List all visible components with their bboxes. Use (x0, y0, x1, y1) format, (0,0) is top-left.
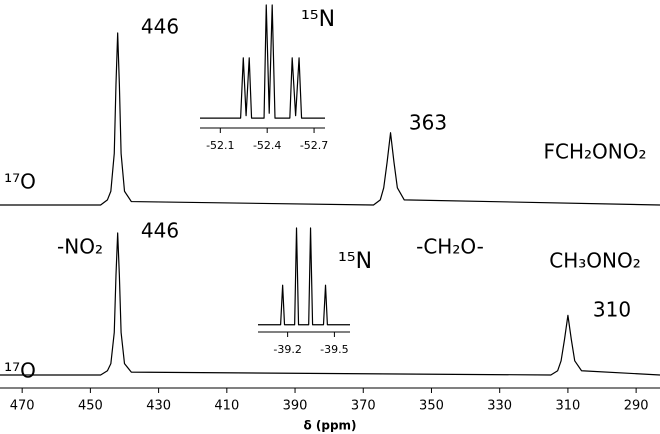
x-tick-label: 430 (146, 399, 171, 414)
x-tick-label: 290 (624, 399, 649, 414)
annotation: -CH₂O- (416, 235, 484, 259)
x-tick-label: 410 (214, 399, 239, 414)
spectrum-line (258, 227, 350, 326)
annotation: ¹⁷O (4, 170, 36, 194)
annotation: -NO₂ (57, 235, 103, 259)
annotation: 446 (141, 219, 179, 243)
x-tick-label: -52.1 (206, 139, 234, 152)
x-tick-label: 470 (10, 399, 35, 414)
x-tick-label: 350 (419, 399, 444, 414)
inset-label: ¹⁵N (338, 249, 372, 274)
x-tick-label: 450 (78, 399, 103, 414)
annotation: 310 (593, 298, 631, 322)
annotation: CH₃ONO₂ (549, 249, 640, 273)
x-tick-label: 390 (283, 399, 308, 414)
inset-label: ¹⁵N (301, 7, 335, 32)
x-tick-label: -39.5 (320, 343, 348, 356)
spectrum-line (200, 4, 325, 119)
annotation: ¹⁷O (4, 359, 36, 383)
x-tick-label: -39.2 (273, 343, 301, 356)
x-tick-label: -52.4 (253, 139, 281, 152)
annotation: 363 (409, 111, 447, 135)
x-axis-label: δ (ppm) (303, 419, 356, 433)
annotation: FCH₂ONO₂ (544, 140, 647, 164)
spectrum-line (0, 32, 660, 206)
x-tick-label: 370 (351, 399, 376, 414)
x-tick-label: 310 (555, 399, 580, 414)
annotation: 446 (141, 15, 179, 39)
x-tick-label: 330 (487, 399, 512, 414)
x-tick-label: -52.7 (300, 139, 328, 152)
spectrum-line (0, 232, 660, 376)
